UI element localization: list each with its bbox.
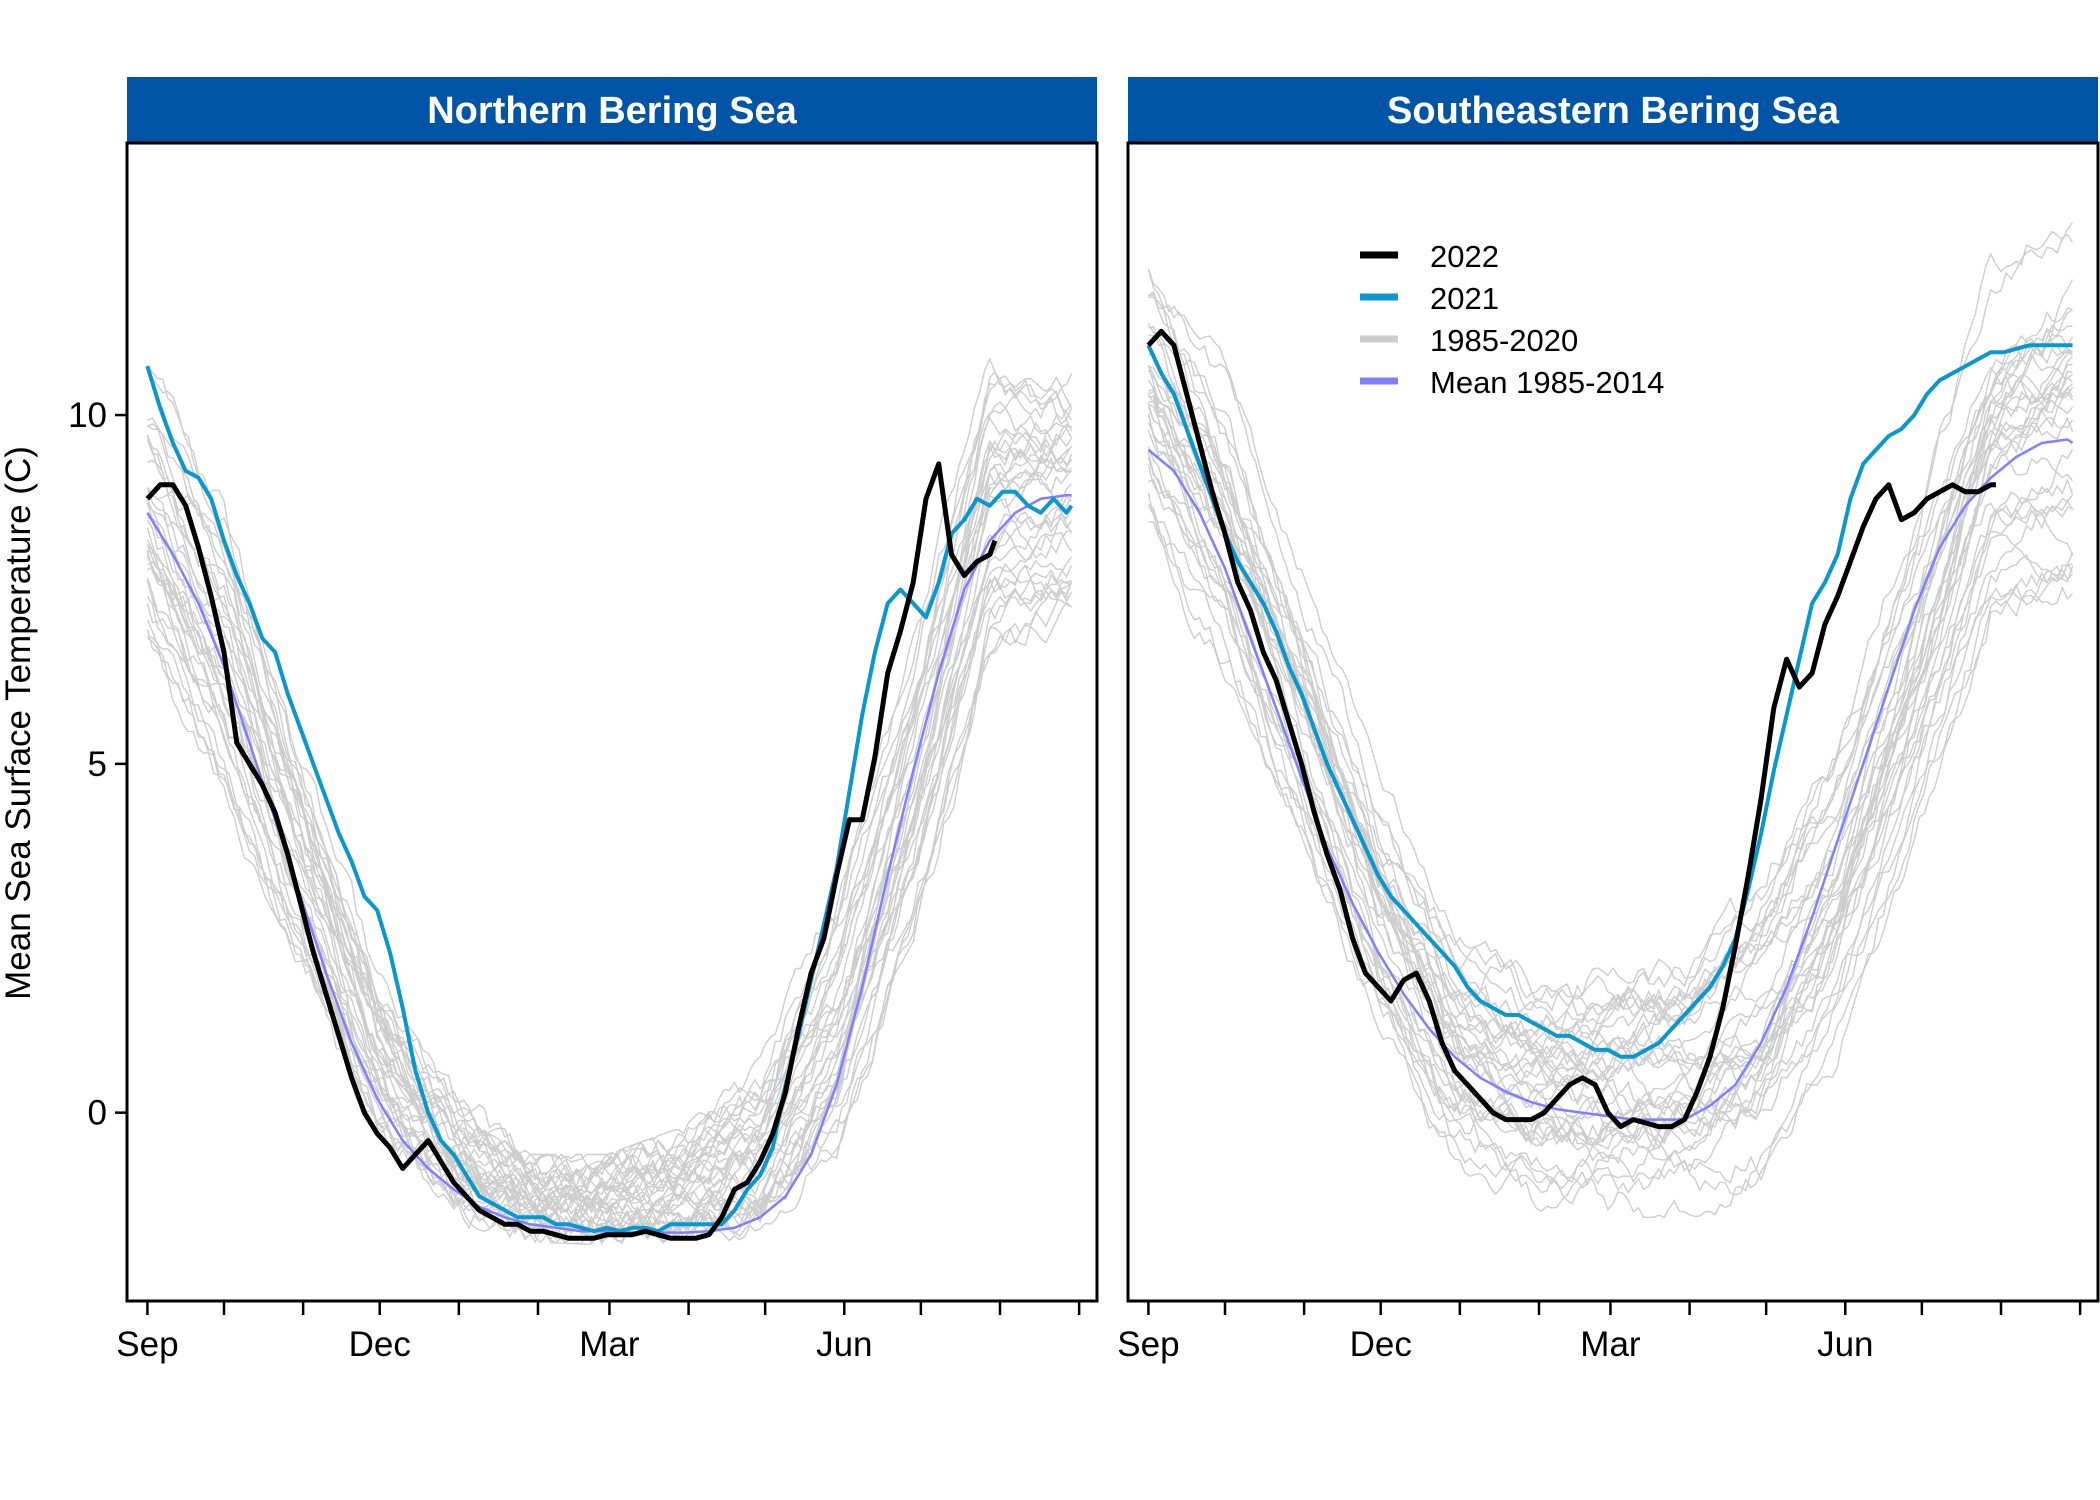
x-tick-label-northern-0: Sep bbox=[116, 1325, 178, 1364]
series-line-1985-2020-northern bbox=[146, 365, 1073, 1194]
series-line-2022-northern bbox=[145, 461, 998, 1241]
series-line-1985-2020-northern bbox=[146, 556, 1073, 1246]
series-line-2022-southeastern bbox=[1146, 328, 1996, 1130]
series-line-1985-2020-southeastern bbox=[1147, 492, 2074, 1143]
series-line-1985-2020-southeastern bbox=[1147, 290, 2073, 1072]
series-line-1985-2020-southeastern bbox=[1147, 376, 2073, 1099]
y-tick-label-2: 10 bbox=[68, 396, 107, 435]
series-line-1985-2020-northern bbox=[146, 576, 1073, 1240]
series-line-1985-2020-northern bbox=[146, 357, 1073, 1188]
panel-southeastern: Southeastern Bering Sea bbox=[1126, 77, 2100, 1303]
series-line-1985-2020-southeastern bbox=[1148, 521, 2073, 1184]
strip-southeastern bbox=[1128, 77, 2098, 142]
series-line-1985-2020-southeastern bbox=[1148, 478, 2073, 1219]
series-line-1985-2020-southeastern bbox=[1147, 233, 2074, 1056]
legend-label-2021: 2021 bbox=[1430, 281, 1499, 316]
legend-label-2022: 2022 bbox=[1430, 239, 1499, 274]
series-line-2021-northern bbox=[145, 365, 1074, 1234]
x-tick-label-northern-1: Dec bbox=[349, 1325, 411, 1364]
series-line-1985-2020-southeastern bbox=[1148, 400, 2074, 1147]
x-tick-label-northern-3: Jun bbox=[816, 1325, 872, 1364]
series-line-1985-2020-northern bbox=[146, 446, 1072, 1195]
series-line-1985-2020-northern bbox=[146, 456, 1072, 1228]
series-line-1985-2020-northern bbox=[146, 545, 1073, 1245]
legend-label-1985-2020: 1985-2020 bbox=[1430, 323, 1578, 358]
series-line-1985-2020-northern bbox=[146, 369, 1073, 1213]
panel-border-southeastern bbox=[1126, 141, 2100, 1303]
plot-area-northern bbox=[145, 357, 1074, 1246]
plot-area-southeastern bbox=[1146, 222, 2074, 1219]
y-tick-label-1: 5 bbox=[88, 745, 107, 784]
series-line-1985-2020-southeastern bbox=[1148, 349, 2074, 1118]
series-line-1985-2020-northern bbox=[147, 579, 1072, 1242]
series-line-1985-2020-southeastern bbox=[1147, 498, 2074, 1196]
series-line-1985-2020-southeastern bbox=[1148, 293, 2073, 1069]
strip-title-northern: Northern Bering Sea bbox=[427, 90, 797, 132]
series-line-1985-2020-southeastern bbox=[1147, 343, 2073, 1073]
legend: 2022 2021 1985-2020 Mean 1985-2014 bbox=[1360, 239, 1664, 400]
x-tick-label-southeastern-3: Jun bbox=[1817, 1325, 1873, 1364]
x-tick-label-southeastern-1: Dec bbox=[1350, 1325, 1412, 1364]
legend-label-mean: Mean 1985-2014 bbox=[1430, 365, 1664, 400]
y-axis-title: Mean Sea Surface Temperature (C) bbox=[0, 446, 38, 1000]
series-line-1985-2020-northern bbox=[146, 439, 1073, 1197]
series-line-1985-2020-southeastern bbox=[1147, 222, 2074, 1027]
series-line-2021-southeastern bbox=[1146, 343, 2073, 1059]
panel-northern: Northern Bering Sea bbox=[125, 77, 1099, 1303]
series-line-1985-2020-southeastern bbox=[1147, 379, 2074, 1052]
series-line-1985-2020-northern bbox=[146, 421, 1072, 1176]
series-line-1985-2020-southeastern bbox=[1148, 325, 2073, 1085]
x-tick-label-northern-2: Mar bbox=[579, 1325, 640, 1364]
strip-northern bbox=[127, 77, 1097, 142]
series-line-1985-2020-southeastern bbox=[1147, 464, 2073, 1213]
series-line-1985-2020-northern bbox=[146, 596, 1072, 1231]
series-line-1985-2020-southeastern bbox=[1147, 343, 2074, 1100]
series-line-1985-2020-southeastern bbox=[1147, 503, 2074, 1147]
x-tick-label-southeastern-2: Mar bbox=[1580, 1325, 1641, 1364]
strip-title-southeastern: Southeastern Bering Sea bbox=[1387, 90, 1840, 132]
series-line-1985-2020-southeastern bbox=[1148, 307, 2073, 1018]
panel-border-northern bbox=[125, 141, 1099, 1303]
y-tick-label-0: 0 bbox=[88, 1094, 107, 1133]
x-tick-label-southeastern-0: Sep bbox=[1117, 1325, 1179, 1364]
